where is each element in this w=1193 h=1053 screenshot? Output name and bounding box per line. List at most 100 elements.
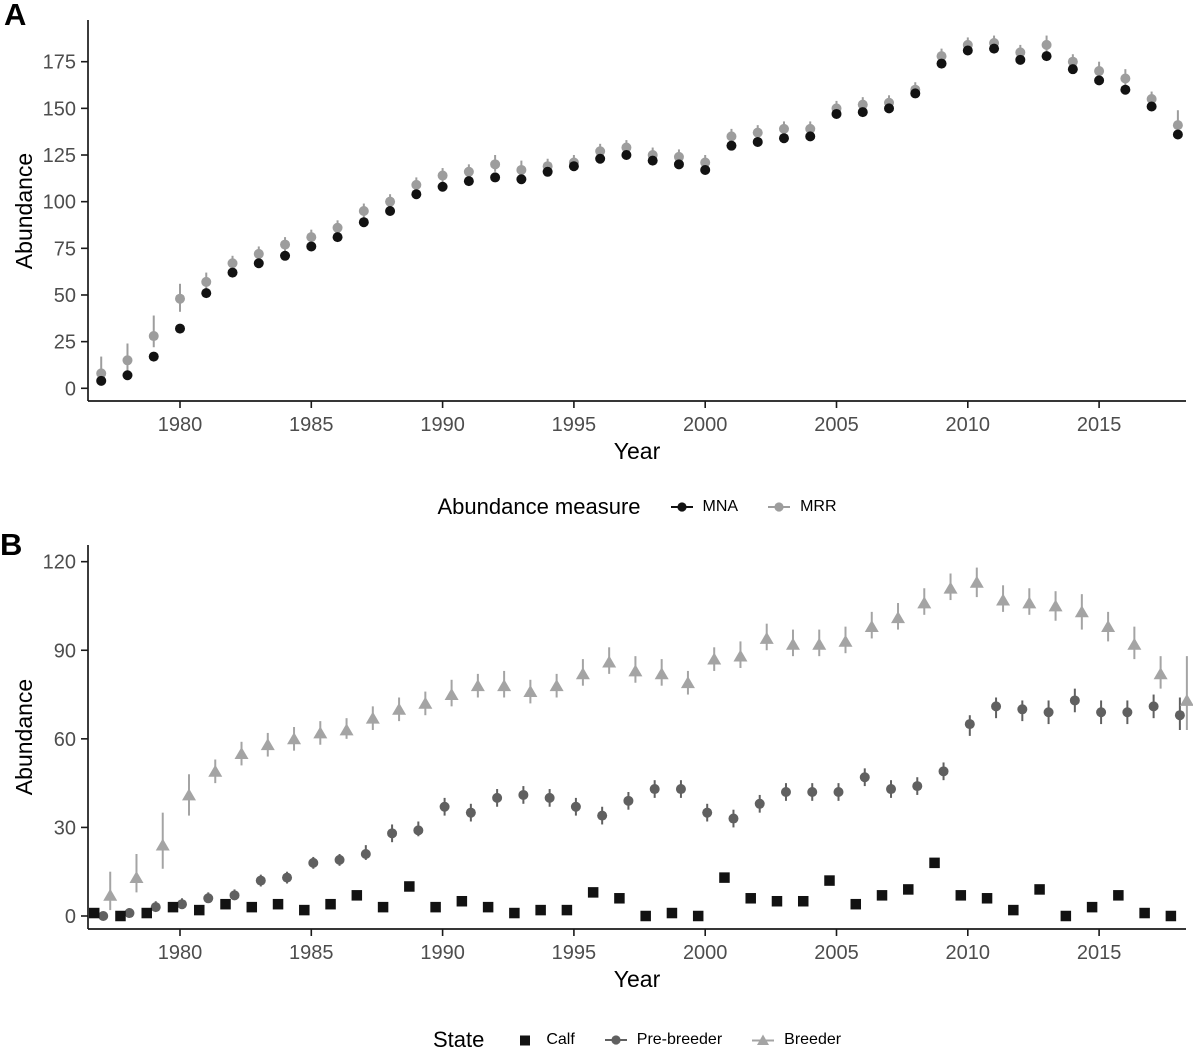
x-tick-label: 1995 [552,414,597,436]
calf-point [430,901,441,913]
breeder-point [129,871,144,884]
legend-label-pre-breeder: Pre-breeder [636,1031,723,1048]
mrr-point [175,293,185,304]
breeder-point [234,747,249,760]
pre-breeder-point [387,828,398,839]
mrr-point [1041,39,1052,50]
pre-breeder-point [649,784,660,795]
calf-point [824,875,835,886]
breeder-point [575,667,590,680]
pre-breeder-point [675,784,686,795]
legend-label-mrr: MRR [800,498,837,515]
pre-breeder-pointrange-icon [604,1035,627,1045]
x-tick-label: 2005 [814,414,859,436]
breeder-point [208,764,223,777]
pre-breeder-point [203,893,214,904]
x-tick-label: 1980 [158,414,203,436]
pre-breeder-point [1096,707,1107,718]
y-tick-label: 75 [54,238,76,260]
mrr-point [411,179,422,190]
pre-breeder-point [98,911,109,921]
calf-point [115,910,126,922]
pre-breeder-point [1017,704,1028,715]
mrr-point [96,368,107,379]
pre-breeder-point [623,795,634,806]
mna-point [778,133,789,144]
breeder-point [365,711,380,724]
mna-point [936,58,947,69]
calf-point [719,872,730,883]
breeder-point [444,687,459,700]
mrr-pointrange-icon [768,502,791,512]
x-axis-title: Year [614,438,661,464]
pre-breeder-point [859,772,870,783]
calf-point [194,904,205,916]
pre-breeder-point [780,786,791,797]
calf-point [535,904,546,916]
pre-breeder-point [754,798,765,809]
pre-breeder-point [807,786,818,797]
breeder-point [969,575,984,588]
breeder-point [182,788,196,801]
mna-point [1120,84,1131,95]
calf-point [587,887,599,898]
calf-point [929,857,940,869]
mrr-point [437,170,448,181]
legend-item-pre-breeder: Pre-breeder [603,1031,722,1049]
calf-point [246,901,258,913]
breeder-point [707,652,722,665]
calf-point [745,893,756,904]
breeder-key-triangle [757,1034,770,1045]
x-tick-label: 2015 [1077,942,1122,964]
legend-state: State Calf Pre-breeder Breeder [88,1025,1186,1053]
mna-point [910,88,921,99]
mrr-point [332,222,343,233]
calf-point [640,910,651,922]
calf-point [456,895,468,907]
breeder-point [759,631,774,644]
mrr-point [463,166,474,177]
mrr-point [1120,73,1131,84]
mna-point [831,108,842,119]
pre-breeder-point [833,786,844,797]
calf-point [1008,904,1019,916]
mrr-point [778,123,789,134]
pre-breeder-point [597,810,608,821]
y-tick-label: 90 [54,640,76,662]
legend-label-calf: Calf [546,1031,575,1048]
breeder-point [313,726,328,739]
mna-point [568,161,579,172]
breeder-point [497,679,512,692]
mrr-point [1067,56,1078,67]
calf-point [771,895,783,907]
mrr-point [595,146,606,157]
pre-breeder-point [518,789,529,800]
mna-point [463,176,474,187]
mrr-point [306,232,317,243]
legend-item-mrr: MRR [766,498,837,516]
mna-point [700,164,711,175]
breeder-point [864,620,879,633]
calf-point [220,898,231,910]
mna-point [884,103,895,114]
pre-breeder-point [1122,707,1133,718]
breeder-point [812,637,827,650]
mna-point [358,217,369,228]
pre-breeder-point [334,854,345,865]
breeder-point [785,637,800,650]
mrr-key-point [774,502,784,512]
mrr-point [201,276,212,287]
mrr-point [621,142,632,153]
pre-breeder-key-point [611,1035,621,1045]
y-axis-title: Abundance [11,153,37,269]
calf-point [482,901,494,913]
pre-breeder-point [728,813,739,824]
x-tick-label: 1985 [289,942,334,964]
pre-breeder-point [964,719,975,730]
mrr-point [516,164,527,175]
breeder-point [1074,605,1089,618]
pre-breeder-point [229,890,240,901]
pre-breeder-point [912,781,923,792]
x-tick-label: 2000 [683,414,728,436]
pre-breeder-point [886,784,897,795]
